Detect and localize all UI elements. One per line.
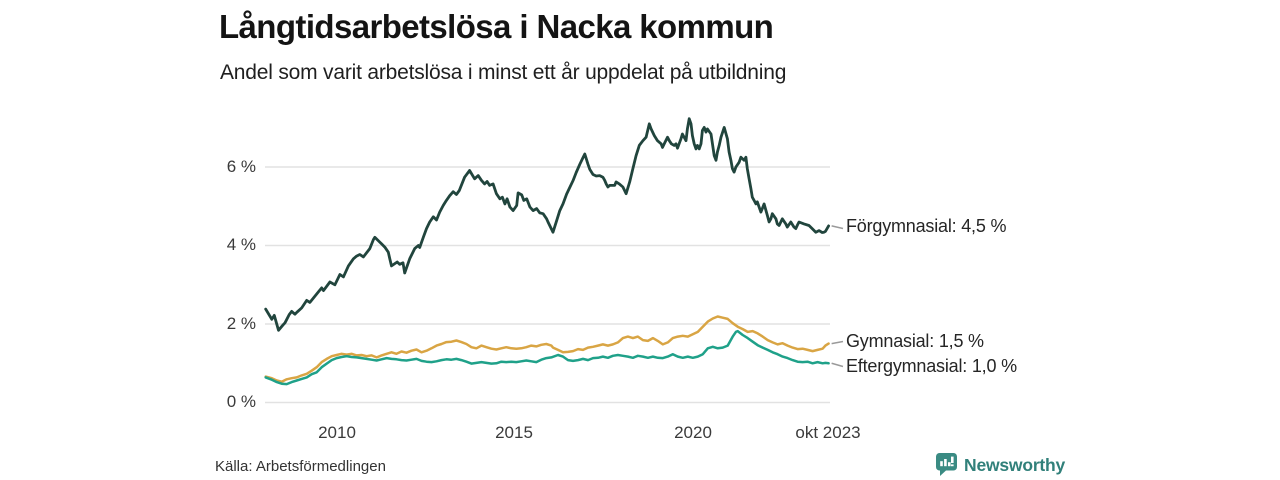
series-line-gymnasial (264, 315, 830, 383)
chart-subtitle: Andel som varit arbetslösa i minst ett å… (220, 61, 787, 84)
y-tick-label-4: 4 % (226, 235, 256, 254)
series-label-eftergymnasial: Eftergymnasial: 1,0 % (846, 356, 1017, 376)
y-tick-label-6: 6 % (226, 157, 256, 176)
series-label-forgymnasial: Förgymnasial: 4,5 % (846, 216, 1007, 236)
brand-name: Newsworthy (964, 454, 1066, 475)
y-tick-label-2: 2 % (226, 314, 256, 333)
brand-logo: Newsworthy (936, 453, 1065, 477)
chart-title: Långtidsarbetslösa i Nacka kommun (219, 8, 774, 45)
x-tick-label-okt-2023: okt 2023 (795, 423, 861, 442)
bar-chart-speech-bubble-icon (936, 453, 957, 476)
y-tick-label-0: 0 % (226, 392, 256, 411)
source-note: Källa: Arbetsförmedlingen (215, 458, 386, 475)
x-tick-label-2015: 2015 (495, 423, 533, 442)
series-label-gymnasial: Gymnasial: 1,5 % (846, 331, 984, 351)
x-tick-label-2020: 2020 (674, 423, 712, 442)
series-line-förgymnasial (264, 117, 830, 332)
series-line-eftergymnasial (264, 329, 830, 386)
x-tick-label-2010: 2010 (318, 423, 356, 442)
label-connector-dash (831, 362, 844, 368)
label-connector-dash (831, 340, 844, 345)
label-connector-dash (831, 225, 844, 230)
